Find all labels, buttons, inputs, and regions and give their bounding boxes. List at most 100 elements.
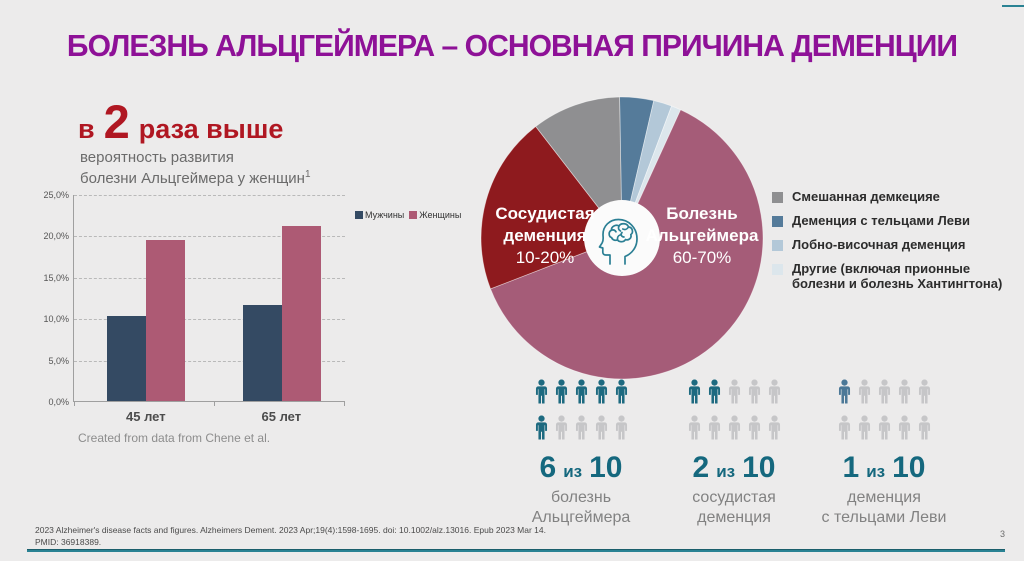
legend-label-men: Мужчины <box>365 210 405 220</box>
frontotemporal-color-swatch <box>772 239 783 251</box>
person-icon <box>766 412 783 443</box>
x-axis-label-45: 45 лет <box>126 409 166 424</box>
person-icon <box>726 412 743 443</box>
pie-legend-item-frontotemporal: Лобно-височная деменция <box>772 237 1014 253</box>
picto-label-line2: с тельцами Леви <box>821 509 947 526</box>
alzheimer-range: 60-70% <box>672 248 732 268</box>
y-tick-label: 5,0% <box>48 355 69 366</box>
x-axis-tick <box>344 401 345 406</box>
gridline <box>74 195 345 196</box>
x-axis-tick <box>74 401 75 406</box>
person-icon <box>593 412 610 443</box>
men-color-swatch <box>355 211 363 219</box>
ratio-number: 2 <box>692 451 710 484</box>
gridline <box>74 319 345 321</box>
pie-center <box>584 200 660 276</box>
highlight-subline-1: вероятность развития <box>80 149 234 166</box>
ratio-of: из <box>716 462 736 481</box>
bar-chart: 45 лет 65 лет 0,0% 5,0% 10,0% 15,0% 20,0% 25,… <box>43 188 461 438</box>
highlight-rest: раза выше <box>138 114 284 144</box>
pictogram-group-vascular: 2 из 10 сосудистая деменция <box>658 376 810 528</box>
pie-legend-item-mixed: Смешанная демкецияе <box>772 189 1014 205</box>
vascular-name-line2: деменция <box>503 226 587 246</box>
pie-legend-label-lewy: Деменция с тельцами Леви <box>792 212 970 228</box>
brain-icon <box>598 218 638 265</box>
person-icon <box>573 376 590 407</box>
lewy-color-swatch <box>772 215 783 227</box>
ratio-total: 10 <box>892 451 926 484</box>
pictogram-group-alzheimer: 6 из 10 болезнь Альцгеймера <box>505 376 657 528</box>
picto-label-alzheimer: болезнь Альцгеймера <box>505 488 657 528</box>
picto-label-vascular: сосудистая деменция <box>658 488 810 528</box>
picto-label-line1: деменция <box>847 489 921 506</box>
ratio-total: 10 <box>742 451 776 484</box>
y-tick-label: 10,0% <box>43 314 69 325</box>
person-icon <box>613 412 630 443</box>
x-axis-label-65: 65 лет <box>261 409 302 424</box>
highlight-word: в <box>78 114 95 144</box>
bottom-accent-line <box>27 549 1005 552</box>
y-tick-label: 20,0% <box>43 231 69 242</box>
person-icon <box>553 412 570 443</box>
picto-label-line1: сосудистая <box>692 489 776 506</box>
person-icon <box>896 412 913 443</box>
bar-Женщины-65 лет <box>282 226 322 401</box>
pictogram-group-lewy: 1 из 10 деменция с тельцами Леви <box>808 376 960 528</box>
picto-label-lewy: деменция с тельцами Леви <box>808 488 960 528</box>
alzheimer-name-line1: Болезнь <box>666 204 738 223</box>
y-tick-label: 15,0% <box>43 272 69 283</box>
vascular-name-line1: Сосудистая <box>495 204 595 223</box>
slide-title: БОЛЕЗНЬ АЛЬЦГЕЙМЕРА – ОСНОВНАЯ ПРИЧИНА Д… <box>66 28 958 63</box>
person-icon <box>836 376 853 407</box>
pie-chart <box>477 93 767 383</box>
pie-legend-item-lewy: Деменция с тельцами Леви <box>772 212 1014 229</box>
ratio-of: из <box>866 462 886 481</box>
top-right-accent-line <box>1002 5 1024 7</box>
y-tick-label: 0,0% <box>48 397 69 407</box>
highlight-subtext: вероятность развития болезни Альцгеймера… <box>80 148 311 188</box>
ratio-lewy: 1 из 10 <box>808 453 960 483</box>
other-color-swatch <box>772 263 783 275</box>
bar-chart-legend: Мужчины Женщины <box>355 210 461 220</box>
people-grid <box>529 376 633 443</box>
picto-label-line1: болезнь <box>550 489 612 506</box>
person-icon <box>876 412 893 443</box>
pie-slice <box>535 96 623 240</box>
ratio-vascular: 2 из 10 <box>658 453 810 483</box>
gridline <box>74 236 345 238</box>
people-grid <box>682 376 786 443</box>
bar-Мужчины-45 лет <box>107 315 147 401</box>
person-icon <box>726 376 743 407</box>
person-icon <box>836 412 853 443</box>
person-icon <box>876 376 893 407</box>
person-icon <box>916 376 933 407</box>
person-icon <box>916 412 933 443</box>
pie-center-circle <box>584 200 660 276</box>
person-icon <box>706 412 723 443</box>
legend-label-women: Женщины <box>419 210 462 220</box>
bar-chart-plot-area: 45 лет 65 лет 0,0% 5,0% 10,0% 15,0% 20,0% 25,… <box>43 190 345 424</box>
legend-item-men: Мужчины <box>355 210 404 220</box>
highlight-subline-2: болезни Альцгеймера у женщин <box>80 169 305 187</box>
person-icon <box>746 376 763 407</box>
reference-superscript: 1 <box>304 168 311 180</box>
x-axis-tick <box>213 401 215 406</box>
citation-line1: 2023 Alzheimer's disease facts and figur… <box>35 525 547 535</box>
person-icon <box>856 376 873 407</box>
person-icon <box>553 376 570 407</box>
ratio-number: 6 <box>539 451 557 484</box>
highlight-headline: в 2 раза выше <box>78 98 283 145</box>
pie-legend-item-other: Другие (включая прионные болезни и болез… <box>772 261 1014 292</box>
women-color-swatch <box>409 211 418 219</box>
bar-chart-caption: Created from data from Chene et al. <box>78 431 271 445</box>
ratio-total: 10 <box>589 451 623 484</box>
pie-legend: Смешанная демкецияе Деменция с тельцами … <box>772 189 1014 301</box>
citation-footer: 2023 Alzheimer's disease facts and figur… <box>35 524 755 549</box>
person-icon <box>613 376 630 407</box>
bar-Мужчины-65 лет <box>243 304 283 401</box>
person-icon <box>573 412 590 443</box>
person-icon <box>766 376 783 407</box>
vascular-range: 10-20% <box>515 248 575 268</box>
mixed-color-swatch <box>772 192 783 203</box>
person-icon <box>896 376 913 407</box>
